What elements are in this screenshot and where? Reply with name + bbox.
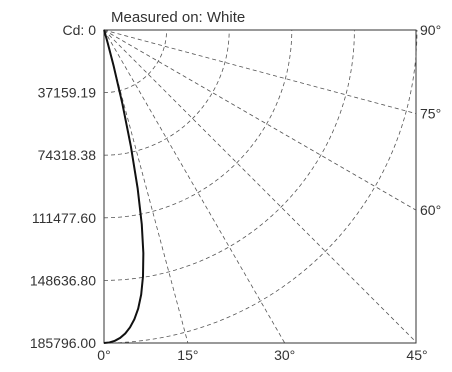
plot-frame <box>103 29 417 344</box>
angle-tick-label: 90° <box>420 22 441 38</box>
angle-tick-label: 45° <box>406 347 427 363</box>
grid-ray <box>103 29 417 211</box>
grid-ring <box>103 29 293 219</box>
grid-layer <box>103 29 418 344</box>
radial-tick-label: 37159.19 <box>38 85 97 101</box>
radial-tick-label: Cd: 0 <box>63 22 97 38</box>
grid-ray <box>103 29 286 344</box>
grid-ray <box>103 29 417 343</box>
grid-ring <box>103 29 418 344</box>
grid-ray <box>103 29 189 344</box>
angle-tick-label: 15° <box>177 347 198 363</box>
candela-curve <box>103 29 145 344</box>
grid-ray <box>103 29 417 114</box>
label-layer: Cd: 0 37159.19 74318.38 111477.60 148636.80 1… <box>30 22 441 363</box>
angle-tick-label: 75° <box>420 106 441 122</box>
radial-tick-label: 185796.00 <box>30 335 96 351</box>
angle-tick-label: 30° <box>274 347 295 363</box>
radial-tick-label: 74318.38 <box>38 147 97 163</box>
radial-tick-label: 111477.60 <box>32 210 96 226</box>
grid-ring <box>103 29 355 281</box>
curve-layer <box>103 29 145 344</box>
angle-tick-label: 0° <box>97 347 110 363</box>
angle-tick-label: 60° <box>420 202 441 218</box>
chart-title: Measured on: White <box>111 9 245 26</box>
grid-ring <box>103 29 230 156</box>
radial-tick-label: 148636.80 <box>30 272 96 288</box>
